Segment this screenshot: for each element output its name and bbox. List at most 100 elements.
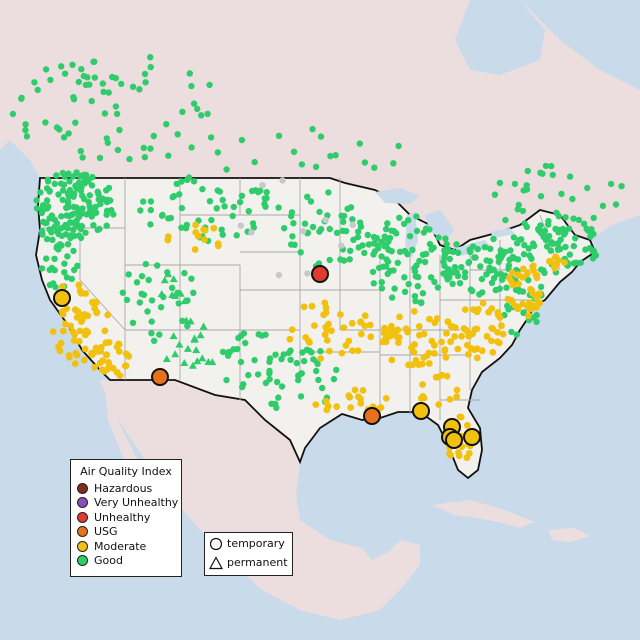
moderate-monitor-dot	[392, 327, 400, 335]
moderate-monitor-dot	[322, 323, 330, 331]
good-monitor-dot	[422, 225, 430, 232]
good-monitor-dot	[65, 204, 72, 211]
good-monitor-dot	[333, 229, 341, 236]
good-monitor-dot	[230, 203, 237, 211]
moderate-monitor-dot	[529, 263, 537, 271]
moderate-monitor-dot	[473, 354, 481, 362]
good-monitor-dot	[483, 271, 490, 278]
moderate-monitor-dot	[322, 304, 330, 312]
good-monitor-dot	[495, 253, 502, 261]
moderate-monitor-dot	[519, 265, 527, 273]
moderate-monitor-dot	[428, 337, 436, 345]
legend-item-hazardous: Hazardous	[71, 481, 181, 496]
moderate-monitor-dot	[345, 392, 353, 399]
moderate-monitor-dot	[387, 332, 394, 340]
moderate-monitor-dot	[418, 360, 426, 368]
good-monitor-dot	[382, 225, 390, 233]
highlighted-monitor-marker	[53, 289, 71, 307]
good-monitor-dot	[148, 297, 156, 304]
no-data-monitor-dot	[300, 228, 307, 235]
good-monitor-dot	[70, 210, 77, 218]
moderate-monitor-dot	[105, 359, 112, 366]
good-monitor-dot	[226, 348, 233, 356]
good-monitor-dot	[300, 357, 308, 365]
good-monitor-dot	[413, 213, 420, 220]
good-permanent-monitors	[157, 270, 217, 369]
no-data-monitor-dot	[338, 242, 345, 249]
moderate-monitor-dot	[438, 338, 445, 346]
good-monitor-dot	[446, 255, 453, 263]
moderate-monitor-dot	[380, 329, 388, 337]
good-monitor-dot	[233, 232, 240, 239]
moderate-monitor-dot	[340, 324, 348, 332]
good-monitor-dot	[486, 258, 494, 265]
good-monitor-dot	[525, 245, 532, 252]
good-monitor-dot	[188, 82, 195, 90]
good-monitor-dot	[315, 376, 322, 384]
moderate-monitor-dot	[419, 381, 426, 388]
good-monitor-dot	[190, 100, 198, 107]
good-monitor-dot	[332, 152, 339, 159]
moderate-monitor-dot	[561, 259, 568, 266]
good-monitor-dot	[176, 191, 183, 198]
moderate-monitor-dot	[479, 299, 487, 307]
good-monitor-dot	[313, 367, 320, 375]
moderate-monitor-dot	[512, 302, 519, 310]
moderate-monitor-dot	[98, 366, 106, 374]
moderate-monitor-dot	[366, 321, 374, 329]
good-monitor-dot	[388, 248, 395, 255]
good-monitor-dot	[237, 358, 245, 366]
good-monitor-dot	[105, 89, 112, 96]
good-monitor-dot	[326, 256, 333, 264]
good-permanent-monitor-triangle	[162, 355, 171, 363]
good-monitor-dot	[136, 299, 143, 306]
moderate-monitor-dot	[470, 306, 477, 313]
good-monitor-dot	[88, 182, 96, 189]
good-monitor-dot	[287, 356, 294, 363]
moderate-monitor-dot	[425, 360, 433, 367]
good-monitor-dot	[489, 266, 496, 274]
good-monitor-dot	[114, 146, 122, 154]
good-monitor-dot	[85, 198, 92, 206]
good-monitor-dot	[415, 273, 422, 281]
moderate-monitor-dot	[75, 281, 83, 289]
moderate-monitor-dot	[447, 338, 454, 346]
moderate-monitor-dot	[471, 346, 478, 353]
good-monitor-dot	[295, 376, 302, 384]
good-monitor-dot	[82, 229, 89, 236]
moderate-monitor-dot	[464, 341, 471, 349]
moderate-monitor-dot	[311, 322, 318, 329]
good-monitor-dot	[141, 154, 149, 161]
good-monitor-dot	[505, 306, 512, 313]
moderate-monitor-dot	[519, 273, 527, 281]
good-monitor-dot	[79, 154, 86, 161]
highlighted-monitors	[53, 265, 481, 449]
good-monitor-dot	[502, 216, 509, 224]
monitor-type-legend: temporary permanent	[204, 532, 293, 576]
good-monitor-dot	[63, 212, 70, 219]
good-monitor-dot	[206, 81, 213, 89]
good-monitor-dot	[56, 241, 64, 248]
aqi-legend-title: Air Quality Index	[80, 465, 172, 478]
moderate-monitor-dot	[115, 341, 123, 348]
good-monitor-dot	[59, 196, 66, 204]
good-monitor-dot	[55, 191, 62, 198]
moderate-monitor-dot	[105, 339, 113, 346]
moderate-monitor-dot	[321, 331, 329, 338]
good-monitor-dot	[52, 283, 59, 291]
good-monitor-dot	[70, 96, 78, 103]
moderate-monitor-dot	[411, 341, 418, 348]
good-monitor-dot	[474, 245, 481, 253]
good-monitor-dot	[238, 136, 246, 144]
good-monitor-dot	[275, 204, 282, 211]
good-monitor-dot	[547, 247, 554, 254]
good-monitor-dot	[252, 187, 259, 194]
good-permanent-monitor-triangle	[190, 335, 199, 343]
good-monitor-dot	[242, 339, 249, 347]
good-monitor-dot	[31, 79, 38, 86]
good-monitor-dot	[141, 70, 149, 78]
good-monitor-dot	[340, 257, 348, 264]
good-monitor-dot	[178, 204, 186, 212]
good-monitor-dot	[454, 272, 462, 280]
moderate-monitor-dot	[464, 421, 471, 429]
